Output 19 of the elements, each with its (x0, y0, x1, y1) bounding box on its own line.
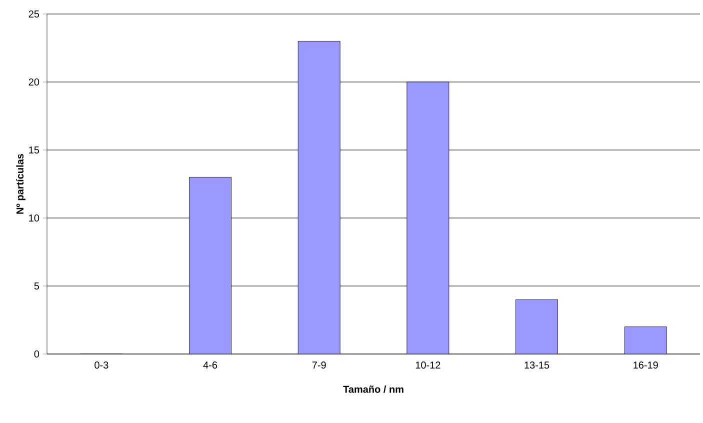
y-tick-label: 10 (29, 214, 40, 222)
y-axis-title: Nº partículas (16, 154, 26, 214)
x-tick-label: 10-12 (416, 362, 440, 369)
y-tick-label: 20 (28, 78, 40, 86)
bar (189, 177, 232, 354)
x-tick-label: 7-9 (312, 362, 326, 369)
x-axis-title: Tamaño / nm (343, 385, 404, 393)
y-tick-label: 5 (34, 282, 40, 290)
x-tick-label: 13-15 (524, 362, 550, 369)
bar (624, 326, 667, 354)
y-tick-label: 25 (28, 10, 40, 18)
y-tick-label: 15 (29, 146, 40, 154)
bar (406, 82, 450, 354)
bar (516, 299, 558, 354)
x-tick-label: 16-19 (634, 362, 658, 369)
y-tick-label: 0 (34, 350, 40, 358)
bar (298, 41, 340, 354)
x-tick-label: 0-3 (94, 362, 108, 369)
x-tick-label: 4-6 (203, 362, 218, 369)
